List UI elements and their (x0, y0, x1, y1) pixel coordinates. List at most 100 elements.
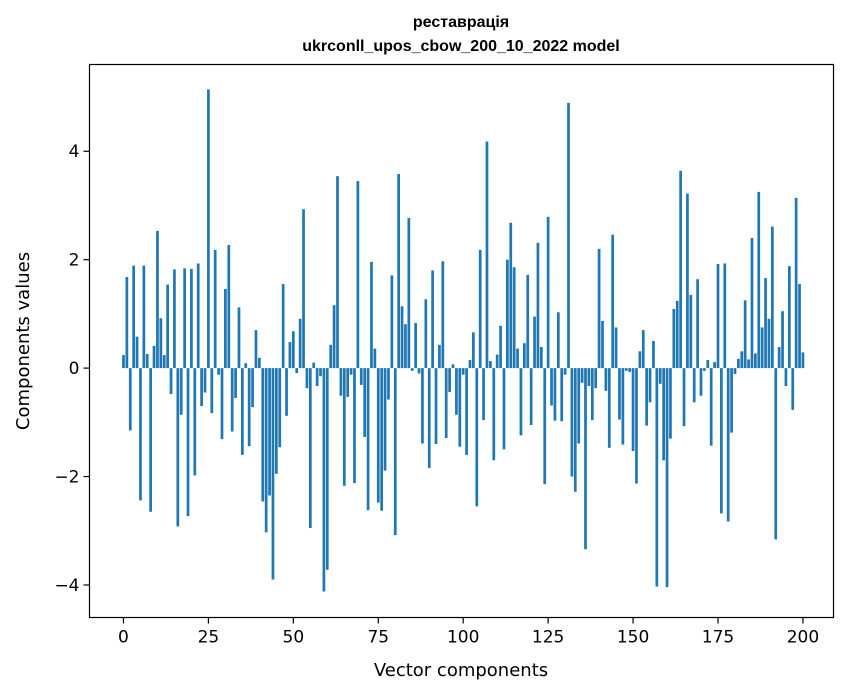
bar-component-81 (397, 174, 401, 369)
bar-component-75 (376, 368, 380, 503)
bar-component-78 (387, 368, 390, 400)
bar-component-148 (624, 368, 628, 371)
bar-component-0 (122, 355, 125, 369)
bar-component-24 (203, 368, 207, 393)
bar-component-138 (590, 368, 594, 421)
bar-component-108 (489, 361, 492, 369)
y-axis-label: Components values (13, 252, 34, 430)
bar-component-36 (244, 363, 248, 369)
bar-component-37 (247, 368, 251, 447)
bar-component-23 (200, 368, 203, 407)
bar-component-101 (465, 368, 468, 455)
bar-component-4 (135, 336, 139, 369)
bar-component-59 (322, 368, 326, 592)
bar-component-126 (550, 368, 553, 406)
bar-component-180 (733, 368, 737, 375)
bar-component-39 (254, 330, 258, 369)
bar-component-80 (393, 368, 397, 536)
bar-component-156 (652, 341, 655, 369)
x-tick-label: 175 (702, 628, 734, 648)
bar-component-127 (553, 368, 557, 421)
bar-component-161 (669, 368, 672, 439)
y-axis-ticks: −4 −2 0 2 4 (54, 142, 90, 596)
bar-component-53 (302, 209, 305, 369)
bar-component-104 (475, 368, 479, 507)
x-tick-label: 0 (118, 628, 129, 648)
bars-group (122, 89, 805, 592)
bar-component-103 (472, 332, 475, 369)
bar-component-165 (682, 368, 686, 427)
bar-component-5 (139, 368, 142, 501)
y-tick-label: −2 (54, 468, 79, 488)
bar-component-187 (757, 191, 761, 369)
bar-component-7 (145, 354, 149, 369)
bar-component-85 (410, 368, 414, 371)
bar-component-119 (526, 274, 530, 369)
bar-component-173 (709, 368, 713, 446)
bar-component-63 (336, 176, 339, 369)
bar-component-178 (726, 368, 730, 522)
bar-component-18 (183, 268, 186, 369)
bar-component-45 (274, 368, 278, 474)
bar-component-56 (312, 362, 316, 369)
bar-component-93 (438, 344, 441, 369)
x-tick-label: 50 (283, 628, 305, 648)
bar-component-19 (186, 368, 190, 517)
bar-component-77 (383, 368, 387, 471)
bar-component-197 (791, 368, 795, 410)
bar-component-184 (747, 359, 750, 369)
bar-component-10 (156, 230, 159, 369)
bar-component-33 (234, 368, 237, 398)
bar-component-38 (251, 368, 254, 408)
bar-component-185 (750, 237, 754, 369)
bar-component-188 (760, 327, 764, 369)
bar-component-133 (573, 368, 577, 492)
bar-component-17 (179, 368, 183, 415)
bar-component-109 (492, 368, 496, 461)
bar-component-48 (285, 368, 288, 416)
bar-component-76 (380, 368, 384, 511)
x-tick-label: 25 (198, 628, 220, 648)
bar-component-159 (662, 368, 665, 461)
bar-component-177 (723, 263, 727, 369)
bar-component-175 (716, 264, 720, 369)
bar-component-35 (241, 368, 244, 455)
bar-component-176 (720, 368, 723, 514)
bar-component-110 (495, 354, 499, 369)
bar-component-141 (601, 320, 604, 369)
bar-component-169 (696, 279, 699, 369)
bar-component-170 (699, 368, 703, 396)
bar-component-151 (635, 368, 638, 484)
bar-component-142 (604, 368, 608, 391)
bar-component-182 (740, 351, 744, 369)
bar-component-57 (315, 368, 319, 386)
bar-component-25 (207, 89, 210, 369)
bar-component-71 (363, 368, 367, 437)
bar-component-194 (781, 311, 784, 369)
bar-component-157 (655, 368, 659, 587)
bar-component-46 (278, 368, 282, 448)
bar-component-200 (801, 352, 805, 369)
bar-component-105 (478, 249, 482, 369)
bar-component-98 (455, 368, 458, 415)
bar-component-107 (485, 141, 489, 369)
bar-component-42 (264, 368, 268, 533)
bar-component-12 (162, 355, 166, 369)
bar-component-32 (230, 368, 234, 432)
bar-component-183 (743, 300, 747, 369)
bar-component-147 (621, 368, 625, 445)
bar-component-52 (298, 318, 302, 369)
bar-component-11 (159, 318, 163, 369)
bar-component-179 (730, 368, 733, 433)
bar-component-158 (658, 368, 662, 384)
bar-component-40 (258, 357, 261, 369)
bar-component-106 (482, 368, 485, 421)
bar-component-199 (798, 284, 801, 369)
bar-component-3 (132, 265, 136, 369)
bar-component-196 (787, 266, 791, 369)
bar-component-6 (142, 265, 146, 369)
bar-component-82 (400, 306, 404, 369)
y-tick-label: 4 (69, 142, 80, 162)
